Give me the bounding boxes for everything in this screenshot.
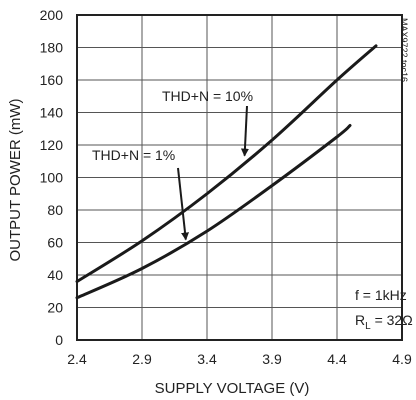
y-tick-label: 180 bbox=[40, 40, 64, 56]
y-tick-label: 60 bbox=[47, 235, 63, 251]
load-note: RL = 32Ω bbox=[355, 312, 413, 332]
y-axis-label: OUTPUT POWER (mW) bbox=[7, 98, 24, 261]
x-tick-label: 3.4 bbox=[197, 351, 217, 367]
y-tick-label: 100 bbox=[40, 170, 64, 186]
series-label-thd10: THD+N = 10% bbox=[162, 88, 253, 104]
axes bbox=[76, 14, 403, 341]
y-tick-label: 160 bbox=[40, 72, 64, 88]
series bbox=[75, 44, 378, 300]
y-tick-label: 40 bbox=[47, 267, 63, 283]
y-tick-label: 140 bbox=[40, 105, 64, 121]
x-tick-label: 3.9 bbox=[262, 351, 282, 367]
x-tick-label: 4.9 bbox=[392, 351, 412, 367]
y-tick-label: 80 bbox=[47, 202, 63, 218]
series-line-thd1 bbox=[75, 124, 352, 300]
series-label-thd1: THD+N = 1% bbox=[92, 147, 175, 163]
leader-arrow-thd1 bbox=[177, 167, 190, 241]
x-axis-label: SUPPLY VOLTAGE (V) bbox=[155, 380, 310, 397]
y-tick-label: 0 bbox=[55, 332, 63, 348]
leader-arrow-thd10 bbox=[240, 105, 249, 157]
y-tick-label: 120 bbox=[40, 137, 64, 153]
freq-note: f = 1kHz bbox=[355, 287, 407, 303]
x-tick-label: 4.4 bbox=[327, 351, 347, 367]
plot-frame bbox=[76, 14, 403, 341]
figure-code: MAX9722 toc16 bbox=[399, 18, 409, 82]
x-tick-label: 2.4 bbox=[67, 351, 87, 367]
tick-labels: 2.4 2.9 3.4 3.9 4.4 4.9 0 20 40 60 80 100 120 140 160 1… bbox=[40, 7, 412, 367]
y-tick-label: 200 bbox=[40, 7, 64, 23]
series-line-thd10 bbox=[75, 44, 378, 283]
x-tick-label: 2.9 bbox=[132, 351, 152, 367]
y-tick-label: 20 bbox=[47, 300, 63, 316]
